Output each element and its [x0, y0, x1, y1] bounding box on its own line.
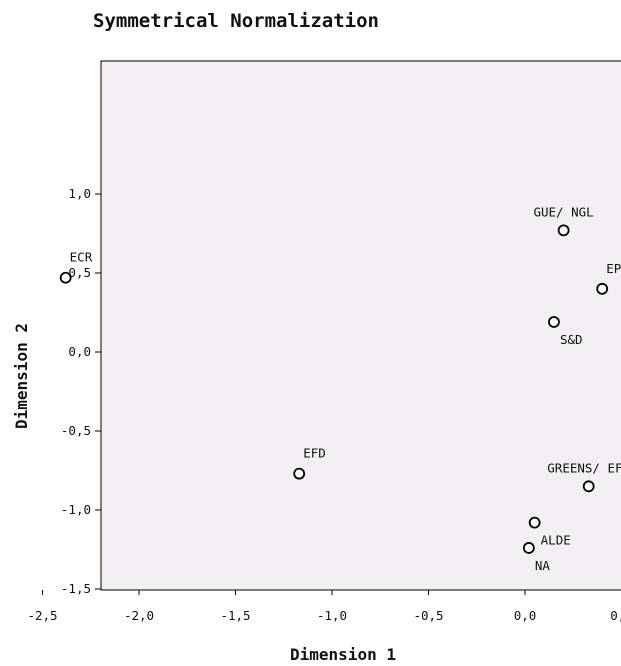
point-label: GREENS/ EFA [547, 460, 621, 475]
x-tick-label: -0,5 [413, 608, 443, 623]
y-tick-label: -1,5 [61, 581, 91, 596]
y-tick-label: 1,0 [68, 186, 91, 201]
plot-area [100, 60, 621, 591]
chart-title: Symmetrical Normalization [93, 10, 379, 32]
y-tick-label: 0,0 [68, 344, 91, 359]
point-label: NA [535, 558, 551, 573]
y-tick-label: -1,0 [61, 502, 91, 517]
data-point [59, 271, 72, 284]
data-point [548, 316, 560, 328]
x-tick-label: -1,5 [220, 608, 250, 623]
y-tick-label: -0,5 [61, 423, 91, 438]
data-point [582, 480, 595, 493]
point-label: S&D [560, 332, 583, 347]
x-tick-label: 0,0 [514, 608, 537, 623]
point-label: EPP [606, 261, 621, 276]
point-label: GUE/ NGL [533, 204, 593, 219]
y-axis-ticks: -1,5 -1,0 -0,5 0,0 0,5 1,0 [61, 186, 101, 596]
data-point [293, 467, 306, 480]
data-point [522, 542, 535, 554]
x-tick-label: -1,0 [317, 608, 347, 623]
data-points: ECR GUE/ NGL EPP S&D EFD GREENS/ EFA ALDE NA [59, 204, 621, 573]
y-tick-label: 0,5 [68, 265, 91, 280]
data-point [528, 516, 541, 529]
x-axis-ticks: -2,5 -2,0 -1,5 -1,0 -0,5 0,0 0,5 [27, 590, 621, 623]
x-tick-label: -2,5 [27, 608, 57, 623]
point-label: ALDE [541, 533, 571, 548]
x-axis-title: Dimension 1 [290, 645, 396, 664]
x-tick-label: -2,0 [124, 608, 154, 623]
point-label: ECR [70, 250, 93, 265]
y-axis-title: Dimension 2 [12, 323, 31, 429]
data-point [557, 224, 570, 237]
x-tick-label: 0,5 [610, 608, 621, 623]
data-point [596, 282, 609, 295]
point-label: EFD [303, 446, 326, 461]
